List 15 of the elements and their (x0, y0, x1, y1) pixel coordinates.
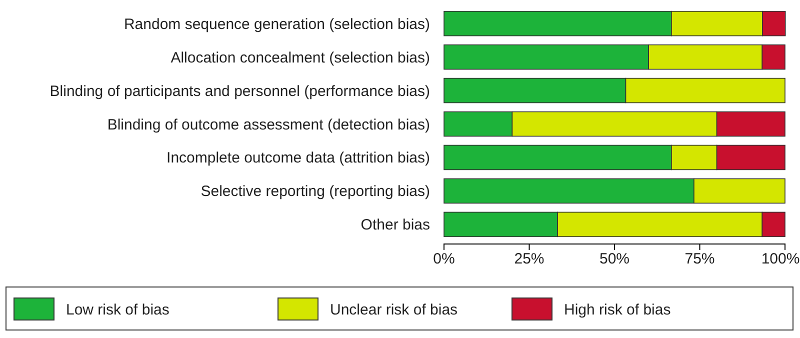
legend-label: Low risk of bias (66, 301, 170, 318)
y-tick-label: Other bias (360, 216, 430, 234)
x-tick-label: 100% (761, 250, 800, 268)
x-tick-label: 0% (433, 250, 455, 268)
y-tick-label: Incomplete outcome data (attrition bias) (166, 150, 430, 167)
y-tick-label: Blinding of participants and personnel (performance bias) (50, 82, 430, 100)
x-tick-label: 50% (599, 250, 630, 268)
x-tick-label: 75% (684, 250, 715, 268)
legend-label: High risk of bias (564, 301, 671, 318)
x-tick-label: 25% (514, 250, 544, 268)
y-tick-label: Blinding of outcome assessment (detection bias) (107, 116, 430, 134)
y-tick-label: Random sequence generation (selection bias) (124, 16, 430, 33)
y-tick-label: Allocation concealment (selection bias) (170, 49, 430, 66)
y-tick-label: Selective reporting (reporting bias) (200, 183, 430, 200)
legend-label: Unclear risk of bias (330, 301, 458, 318)
